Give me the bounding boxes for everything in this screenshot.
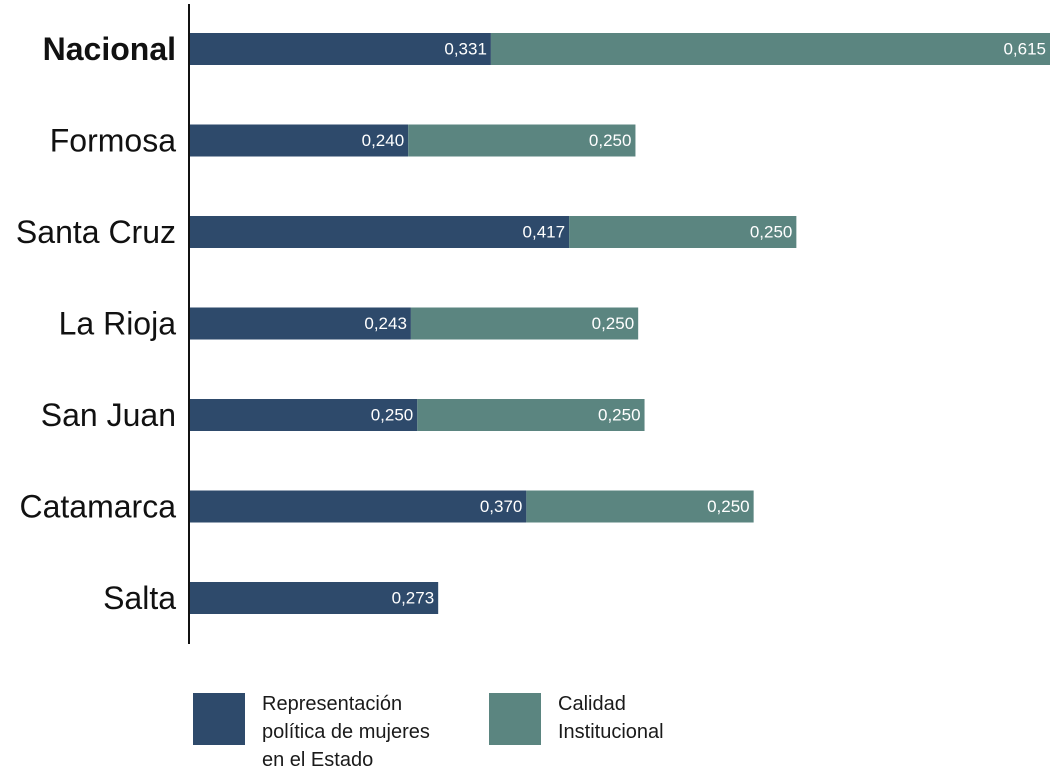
legend-swatch-representacion: [193, 693, 245, 745]
stacked-bar-chart: 0,331 0,615 0,240 0,250 0,417 0,250 0,243 0,250…: [16, 4, 1051, 644]
category-label-santa-cruz: Santa Cruz: [16, 214, 176, 250]
category-label-la-rioja: La Rioja: [59, 306, 177, 342]
value-label-salta-series-1: 0,273: [392, 589, 435, 608]
value-label-catamarca-series-1: 0,370: [480, 497, 523, 516]
bar-nacional-series-1: [190, 33, 491, 65]
category-label-nacional: Nacional: [43, 31, 176, 67]
bar-san-juan-series-1: [190, 399, 418, 431]
value-label-nacional-series-2: 0,615: [1003, 40, 1046, 59]
category-labels: Nacional Formosa Santa Cruz La Rioja San Jua…: [16, 31, 176, 616]
bar-nacional-series-2: [490, 33, 1051, 65]
bars-group: 0,331 0,615 0,240 0,250 0,417 0,250 0,243 0,250…: [190, 33, 1051, 614]
value-label-la-rioja-series-2: 0,250: [592, 314, 635, 333]
value-label-nacional-series-1: 0,331: [444, 40, 487, 59]
value-label-san-juan-series-1: 0,250: [371, 406, 414, 425]
bar-santa-cruz-series-2: [569, 216, 797, 248]
legend-swatch-calidad: [489, 693, 541, 745]
bar-salta-series-1: [190, 582, 439, 614]
bar-la-rioja-series-2: [410, 307, 639, 340]
value-label-la-rioja-series-1: 0,243: [364, 314, 407, 333]
bar-catamarca-series-1: [190, 490, 527, 523]
bar-santa-cruz-series-1: [190, 216, 570, 248]
value-label-catamarca-series-2: 0,250: [707, 497, 750, 516]
bar-formosa-series-2: [408, 124, 636, 157]
value-label-santa-cruz-series-2: 0,250: [750, 223, 793, 242]
legend-item-representacion: Representación política de mujeres en el…: [193, 690, 489, 774]
bar-la-rioja-series-1: [190, 307, 411, 340]
category-label-salta: Salta: [103, 580, 176, 616]
value-label-formosa-series-2: 0,250: [589, 131, 632, 150]
category-label-formosa: Formosa: [50, 123, 176, 159]
value-label-san-juan-series-2: 0,250: [598, 406, 641, 425]
legend: Representación política de mujeres en el…: [193, 690, 664, 774]
bar-san-juan-series-2: [417, 399, 645, 431]
category-label-catamarca: Catamarca: [20, 489, 177, 525]
legend-label-representacion: Representación política de mujeres en el…: [262, 693, 430, 771]
bar-formosa-series-1: [190, 124, 409, 157]
value-label-formosa-series-1: 0,240: [362, 131, 405, 150]
legend-label-calidad: Calidad Institucional: [558, 693, 664, 743]
category-label-san-juan: San Juan: [41, 397, 176, 433]
bar-catamarca-series-2: [526, 490, 754, 523]
value-label-santa-cruz-series-1: 0,417: [523, 223, 566, 242]
legend-item-calidad: Calidad Institucional: [489, 690, 664, 774]
